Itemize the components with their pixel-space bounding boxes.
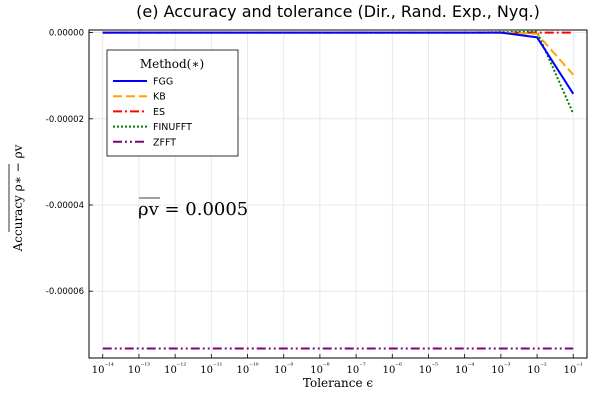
- y-tick-label: 0.00000: [49, 29, 84, 39]
- x-tick-label: 10⁻¹¹: [200, 362, 222, 376]
- x-axis-ticks: 10⁻¹⁴ 10⁻¹³ 10⁻¹² 10⁻¹¹ 10⁻¹⁰ 10⁻⁹ 10⁻⁸ 10⁻⁷ 10⁻…: [92, 354, 583, 376]
- x-tick-label: 10⁻¹⁴: [92, 362, 114, 376]
- x-tick-label: 10⁻¹⁰: [236, 362, 258, 376]
- y-tick-label: -0.00002: [46, 115, 84, 125]
- series-line-fgg: [102, 31, 575, 95]
- x-tick-label: 10⁻³: [491, 362, 510, 376]
- rho-annotation-text: ρv = 0.0005: [138, 199, 248, 220]
- y-axis-label: Accuracy ρ∗ − ρv: [11, 144, 25, 252]
- x-tick-label: 10⁻¹³: [128, 362, 150, 376]
- rho-annotation: ρv = 0.0005: [138, 197, 248, 220]
- legend-label: KB: [153, 92, 166, 103]
- legend-label: ES: [153, 107, 165, 118]
- x-tick-label: 10⁻¹: [564, 362, 583, 376]
- legend: Method(∗) FGG KB ES FINUFFT ZFFT: [106, 49, 239, 157]
- legend-items: FGG KB ES FINUFFT ZFFT: [113, 77, 192, 148]
- chart-title: (e) Accuracy and tolerance (Dir., Rand. …: [136, 2, 540, 21]
- x-tick-label: 10⁻⁸: [310, 362, 329, 376]
- series-lines: [102, 30, 575, 350]
- x-tick-label: 10⁻⁴: [455, 362, 474, 376]
- legend-label: FGG: [153, 77, 173, 88]
- grid-lines: [89, 30, 587, 358]
- legend-label: FINUFFT: [153, 122, 192, 133]
- x-tick-label: 10⁻⁹: [274, 362, 293, 376]
- y-axis-ticks: 0.00000 -0.00002 -0.00004 -0.00006: [46, 29, 93, 297]
- y-tick-label: -0.00006: [46, 287, 84, 297]
- legend-box: [106, 49, 239, 157]
- x-tick-label: 10⁻⁵: [419, 362, 438, 376]
- x-tick-label: 10⁻²: [527, 362, 546, 376]
- legend-title: Method(∗): [140, 57, 204, 71]
- x-tick-label: 10⁻¹²: [164, 362, 186, 376]
- x-tick-label: 10⁻⁶: [383, 362, 402, 376]
- x-tick-label: 10⁻⁷: [346, 362, 365, 376]
- y-tick-label: -0.00004: [46, 201, 84, 211]
- legend-label: ZFFT: [153, 137, 176, 148]
- plot-frame: [88, 29, 588, 359]
- x-axis-label: Tolerance ϵ: [303, 376, 373, 390]
